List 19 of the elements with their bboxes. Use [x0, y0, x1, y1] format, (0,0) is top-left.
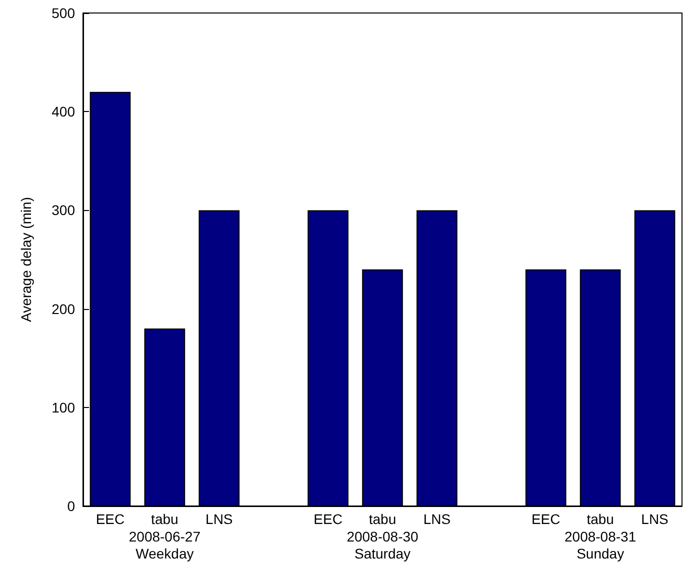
- y-tick-label: 100: [52, 399, 76, 416]
- text: 2008-08-31 Sunday: [564, 528, 636, 562]
- x-tick-label: tabu: [368, 511, 396, 527]
- x-tick-label: EEC: [314, 511, 342, 527]
- x-tick-label: tabu: [586, 511, 614, 527]
- y-axis-title: Average delay (min): [18, 196, 34, 322]
- text: 2008-08-30 Saturday: [346, 528, 419, 562]
- x-tick-label: EEC: [531, 511, 560, 527]
- y-tick-label: 0: [67, 498, 76, 514]
- y-tick-label: 200: [52, 300, 76, 317]
- x-tick-label: LNS: [423, 511, 451, 527]
- text: 2008-06-27 Weekday: [128, 528, 201, 562]
- x-tick-label: LNS: [641, 511, 668, 527]
- x-tick-label: tabu: [151, 511, 178, 527]
- y-tick-label: 500: [52, 5, 76, 21]
- y-tick-label: 400: [52, 104, 76, 120]
- y-tick-label: 300: [52, 202, 76, 218]
- x-tick-label: EEC: [96, 511, 125, 527]
- x-tick-label: LNS: [206, 511, 233, 527]
